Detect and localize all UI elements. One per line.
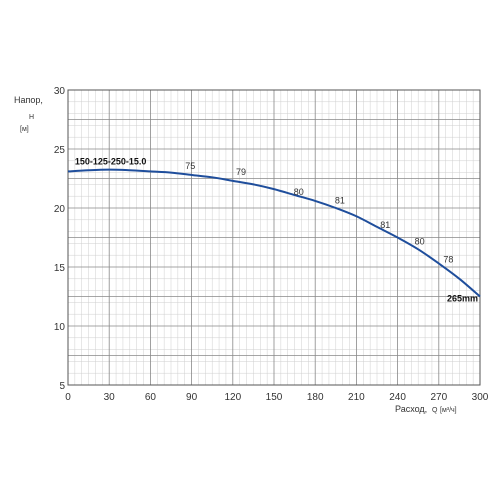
y-axis-symbol: H: [29, 114, 34, 121]
x-tick-label: 300: [472, 392, 489, 403]
efficiency-labels: 75 79 80 81 81 80 78: [185, 161, 453, 264]
x-tick-label: 180: [307, 392, 324, 403]
x-tick-label: 60: [145, 392, 157, 403]
efficiency-label: 81: [380, 220, 390, 230]
x-axis-unit: [м³/ч]: [440, 407, 457, 414]
efficiency-label: 80: [294, 187, 304, 197]
plot-border: [67, 89, 481, 386]
x-tick-label: 270: [430, 392, 447, 403]
y-tick-labels: 5 10 15 20 25 30: [54, 86, 66, 392]
y-tick-label: 15: [54, 263, 66, 274]
pump-model-label: 150-125-250-15.0: [75, 156, 147, 166]
x-tick-label: 240: [389, 392, 406, 403]
y-tick-label: 20: [54, 204, 66, 215]
head-curve: [67, 168, 481, 298]
x-tick-labels: 0 30 60 90 120 150 180 210 240 270 300: [65, 392, 489, 403]
efficiency-label: 75: [185, 161, 195, 171]
x-axis-title: Расход,: [395, 404, 427, 414]
y-axis-unit: [м]: [20, 126, 29, 133]
x-tick-label: 0: [65, 392, 71, 403]
y-tick-label: 5: [59, 381, 65, 392]
x-tick-label: 210: [348, 392, 365, 403]
efficiency-label: 80: [415, 237, 425, 247]
efficiency-label: 81: [335, 195, 345, 205]
y-tick-label: 30: [54, 86, 66, 97]
x-tick-label: 150: [266, 392, 283, 403]
x-axis-symbol: Q: [432, 407, 438, 414]
x-tick-label: 30: [104, 392, 116, 403]
efficiency-label: 79: [236, 167, 246, 177]
y-tick-label: 10: [54, 322, 66, 333]
x-tick-label: 120: [224, 392, 241, 403]
efficiency-label: 78: [443, 254, 453, 264]
y-tick-label: 25: [54, 145, 66, 156]
x-tick-label: 90: [186, 392, 198, 403]
impeller-diameter-label: 265mm: [447, 294, 478, 304]
y-axis-title: Напор,: [14, 95, 43, 105]
